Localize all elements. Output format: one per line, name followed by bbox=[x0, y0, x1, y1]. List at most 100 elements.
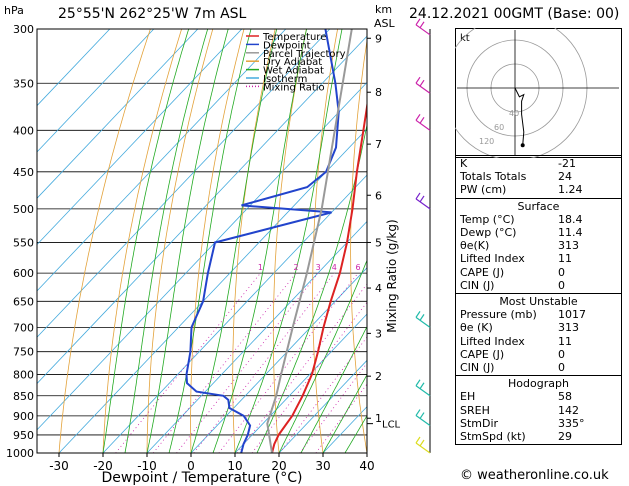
pressure-tick-label: 950 bbox=[13, 429, 34, 442]
pressure-tick-label: 1000 bbox=[6, 447, 34, 460]
hodograph-stat-value: 58 bbox=[558, 390, 572, 404]
most-unstable-value: 0 bbox=[558, 361, 565, 375]
mixing-ratio-line bbox=[115, 272, 261, 453]
wind-barb bbox=[415, 409, 431, 427]
surface-row: CAPE (J) 0 bbox=[460, 266, 617, 279]
index-label: K bbox=[460, 157, 468, 170]
mixing-ratio-label: 25 bbox=[444, 263, 454, 272]
km-tick-label: 3 bbox=[375, 327, 382, 340]
mixing-ratio-line bbox=[152, 272, 297, 453]
most-unstable-row: CAPE (J) 0 bbox=[460, 348, 617, 361]
temperature-line bbox=[271, 100, 367, 453]
km-tick-label: 1 bbox=[375, 412, 382, 425]
km-label: km bbox=[375, 3, 393, 16]
legend-label: Dry Adiabat bbox=[263, 57, 322, 68]
surface-table: Surface Temp (°C) 18.4 Dewp (°C) 11.4 θe(K) 3… bbox=[455, 198, 622, 295]
km-tick-label: 4 bbox=[375, 282, 382, 295]
x-tick-label: 0 bbox=[187, 459, 195, 473]
km-tick-label: 6 bbox=[375, 189, 382, 202]
pressure-tick-label: 400 bbox=[13, 124, 34, 137]
most-unstable-label: CAPE (J) bbox=[460, 347, 505, 361]
surface-row: CIN (J) 0 bbox=[460, 279, 617, 292]
surface-label: θe(K) bbox=[460, 239, 490, 253]
surface-row: Lifted Index 11 bbox=[460, 252, 617, 265]
km-tick-label: 7 bbox=[375, 138, 382, 151]
index-value: 1.24 bbox=[558, 183, 583, 197]
surface-value: 11.4 bbox=[558, 226, 583, 240]
dry-adiabat-line bbox=[423, 29, 455, 453]
wet-adiabat-line bbox=[234, 29, 343, 453]
hodograph-trace bbox=[514, 87, 525, 146]
hodograph-ring-label: 40 bbox=[509, 109, 519, 118]
km-tick-label: 9 bbox=[375, 32, 382, 45]
isotherm-line bbox=[102, 174, 367, 453]
location-label: 25°55'N 262°25'W 7m ASL bbox=[58, 6, 247, 22]
surface-label: Dewp (°C) bbox=[460, 226, 517, 240]
surface-value: 0 bbox=[558, 265, 565, 279]
dry-adiabat-line bbox=[146, 29, 214, 453]
parcel-trajectory-line bbox=[266, 29, 353, 453]
mixing-ratio-line bbox=[236, 283, 367, 453]
most-unstable-row: Lifted Index 11 bbox=[460, 335, 617, 348]
pressure-tick-label: 800 bbox=[13, 368, 34, 381]
mixing-ratio-axis-title: Mixing Ratio (g/kg) bbox=[385, 219, 399, 332]
wind-barb bbox=[415, 18, 431, 36]
pressure-tick-label: 750 bbox=[13, 346, 34, 359]
hodograph-stat-value: 335° bbox=[558, 416, 585, 430]
wind-barb bbox=[415, 379, 431, 397]
most-unstable-row: CIN (J) 0 bbox=[460, 361, 617, 374]
hodograph-stat-row: StmDir 335° bbox=[460, 417, 617, 430]
x-tick-label: 10 bbox=[227, 459, 242, 473]
index-table: K -21 Totals Totals 24 PW (cm) 1.24 bbox=[455, 155, 622, 199]
pressure-tick-label: 350 bbox=[13, 77, 34, 90]
surface-label: Lifted Index bbox=[460, 252, 525, 266]
x-tick-label: -10 bbox=[137, 459, 157, 473]
x-axis-title: Dewpoint / Temperature (°C) bbox=[102, 470, 303, 486]
pressure-tick-label: 900 bbox=[13, 410, 34, 423]
legend-label: Mixing Ratio bbox=[263, 82, 325, 93]
mixing-ratio-label: 3 bbox=[316, 263, 321, 272]
km-tick-label: 8 bbox=[375, 86, 382, 99]
hodograph-ring-label: 60 bbox=[494, 123, 504, 132]
index-value: -21 bbox=[558, 157, 576, 170]
hodograph-table-title: Hodograph bbox=[508, 377, 569, 391]
mixing-ratio-label: 15 bbox=[410, 263, 420, 272]
wet-adiabat-line bbox=[300, 325, 367, 453]
legend-label: Dewpoint bbox=[263, 40, 311, 51]
hodograph-ring-label: 120 bbox=[479, 137, 494, 146]
surface-title: Surface bbox=[517, 199, 560, 213]
isotherm-line bbox=[37, 35, 367, 385]
wet-adiabat-line bbox=[168, 29, 252, 453]
index-label: PW (cm) bbox=[460, 183, 507, 197]
x-tick-label: -20 bbox=[93, 459, 113, 473]
mixing-ratio-line bbox=[279, 336, 367, 453]
dry-adiabat-line bbox=[190, 29, 245, 453]
wet-adiabat-line bbox=[256, 122, 367, 453]
legend-label: Isotherm bbox=[263, 74, 307, 85]
hpa-label: hPa bbox=[4, 4, 24, 17]
most-unstable-value: 1017 bbox=[558, 308, 586, 322]
surface-value: 18.4 bbox=[558, 212, 583, 226]
hodograph-stat-row: StmSpd (kt) 29 bbox=[460, 430, 617, 443]
copyright-label: © weatheronline.co.uk bbox=[460, 468, 609, 483]
surface-row: Dewp (°C) 11.4 bbox=[460, 226, 617, 239]
wet-adiabat-line bbox=[102, 29, 190, 453]
isotherm-line bbox=[278, 359, 367, 453]
wet-adiabat-line bbox=[212, 29, 307, 453]
dry-adiabat-line bbox=[272, 29, 307, 453]
isotherm-line bbox=[37, 29, 243, 246]
legend-label: Wet Adiabat bbox=[263, 66, 324, 77]
surface-label: Temp (°C) bbox=[460, 212, 515, 226]
pressure-tick-label: 850 bbox=[13, 390, 34, 403]
mixing-ratio-label: 4 bbox=[332, 263, 337, 272]
most-unstable-row: θe (K) 313 bbox=[460, 321, 617, 334]
wet-adiabat-line bbox=[146, 29, 229, 453]
surface-value: 11 bbox=[558, 252, 572, 266]
hodograph-stat-label: SREH bbox=[460, 403, 490, 417]
dry-adiabat-line bbox=[58, 29, 151, 453]
wind-barb bbox=[415, 113, 431, 131]
surface-value: 313 bbox=[558, 239, 579, 253]
hodograph-stat-row: SREH 142 bbox=[460, 404, 617, 417]
